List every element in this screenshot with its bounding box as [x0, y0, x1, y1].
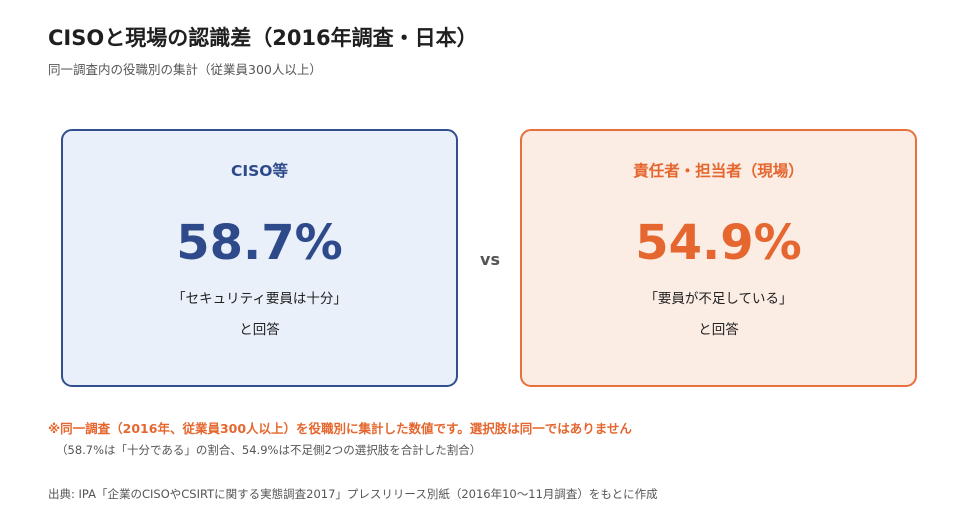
field-staff-card-value: 54.9% — [635, 215, 802, 271]
field-staff-card-answer: と回答 — [698, 322, 739, 338]
ciso-card-answer: と回答 — [239, 322, 280, 338]
page-subtitle: 同一調査内の役職別の集計（従業員300人以上） — [48, 62, 322, 77]
source-citation: 出典: IPA「企業のCISOやCSIRTに関する実態調査2017」プレスリリー… — [48, 487, 658, 501]
ciso-card: CISO等 58.7% 「セキュリティ要員は十分」 と回答 — [61, 129, 458, 387]
footnote-main: ※同一調査（2016年、従業員300人以上）を役職別に集計した数値です。選択肢は… — [48, 421, 632, 436]
field-staff-card-label: 責任者・担当者（現場） — [633, 162, 804, 180]
footnote-sub: （58.7%は「十分である」の割合、54.9%は不足側2つの選択肢を合計した割合… — [56, 443, 482, 457]
page-title: CISOと現場の認識差（2016年調査・日本） — [48, 26, 478, 50]
ciso-card-description: 「セキュリティ要員は十分」 — [172, 291, 347, 307]
field-staff-card-description: 「要員が不足している」 — [644, 291, 793, 307]
ciso-card-value: 58.7% — [176, 215, 343, 271]
vs-label: vs — [480, 250, 500, 269]
ciso-card-label: CISO等 — [231, 162, 288, 180]
field-staff-card: 責任者・担当者（現場） 54.9% 「要員が不足している」 と回答 — [520, 129, 917, 387]
